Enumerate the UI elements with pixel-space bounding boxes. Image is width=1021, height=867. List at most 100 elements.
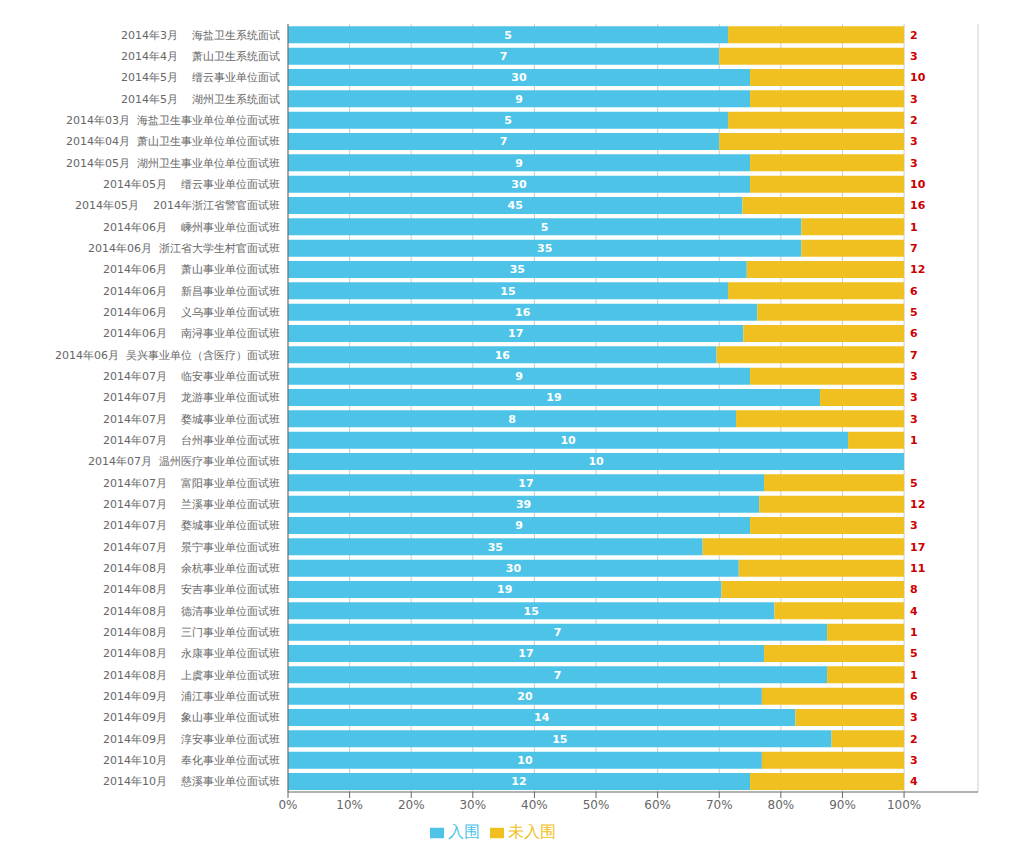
svg-text:2014年06月 吴兴事业单位（含医疗）面试班: 2014年06月 吴兴事业单位（含医疗）面试班 — [55, 349, 280, 362]
svg-text:9: 9 — [515, 157, 523, 170]
svg-text:2014年05月 2014年浙江省警官面试班: 2014年05月 2014年浙江省警官面试班 — [75, 199, 280, 212]
svg-text:3: 3 — [910, 135, 918, 148]
svg-text:2014年5月 湖州卫生系统面试: 2014年5月 湖州卫生系统面试 — [121, 93, 280, 106]
svg-text:19: 19 — [546, 391, 561, 404]
svg-text:2014年4月 萧山卫生系统面试: 2014年4月 萧山卫生系统面试 — [121, 50, 280, 63]
svg-text:5: 5 — [910, 647, 918, 660]
svg-text:2014年06月 义乌事业单位面试班: 2014年06月 义乌事业单位面试班 — [103, 306, 280, 319]
svg-text:2014年07月 龙游事业单位面试班: 2014年07月 龙游事业单位面试班 — [103, 391, 280, 404]
svg-text:2014年07月 婺城事业单位面试班: 2014年07月 婺城事业单位面试班 — [103, 413, 280, 426]
svg-text:30%: 30% — [459, 798, 486, 812]
svg-text:30: 30 — [506, 562, 522, 575]
svg-text:2014年07月 温州医疗事业单位面试班: 2014年07月 温州医疗事业单位面试班 — [88, 455, 280, 468]
svg-text:1: 1 — [910, 626, 918, 639]
svg-text:2014年07月 景宁事业单位面试班: 2014年07月 景宁事业单位面试班 — [103, 541, 280, 554]
svg-text:2014年09月 淳安事业单位面试班: 2014年09月 淳安事业单位面试班 — [103, 733, 280, 746]
svg-text:4: 4 — [910, 605, 918, 618]
svg-text:5: 5 — [541, 221, 549, 234]
svg-text:10: 10 — [588, 455, 604, 468]
svg-text:6: 6 — [910, 327, 918, 340]
svg-text:10: 10 — [517, 754, 533, 767]
svg-text:1: 1 — [910, 434, 918, 447]
svg-text:60%: 60% — [644, 798, 671, 812]
svg-text:11: 11 — [910, 562, 925, 575]
svg-text:9: 9 — [515, 370, 523, 383]
svg-text:2014年05月 湖州卫生事业单位单位面试班: 2014年05月 湖州卫生事业单位单位面试班 — [66, 157, 280, 170]
svg-text:2014年06月 萧山事业单位面试班: 2014年06月 萧山事业单位面试班 — [103, 263, 280, 276]
svg-text:2014年08月 上虞事业单位面试班: 2014年08月 上虞事业单位面试班 — [103, 669, 280, 682]
svg-text:2014年08月 永康事业单位面试班: 2014年08月 永康事业单位面试班 — [103, 647, 280, 660]
svg-text:5: 5 — [910, 477, 918, 490]
svg-text:2014年08月 余杭事业单位面试班: 2014年08月 余杭事业单位面试班 — [103, 562, 280, 575]
svg-text:7: 7 — [910, 349, 918, 362]
svg-text:20%: 20% — [398, 798, 425, 812]
svg-text:7: 7 — [554, 626, 562, 639]
svg-text:2014年3月 海盐卫生系统面试: 2014年3月 海盐卫生系统面试 — [121, 29, 280, 42]
svg-text:15: 15 — [500, 285, 515, 298]
svg-text:2014年06月 南浔事业单位面试班: 2014年06月 南浔事业单位面试班 — [103, 327, 280, 340]
svg-text:35: 35 — [488, 541, 503, 554]
svg-text:3: 3 — [910, 711, 918, 724]
svg-text:39: 39 — [516, 498, 531, 511]
svg-text:2014年03月 海盐卫生事业单位单位面试班: 2014年03月 海盐卫生事业单位单位面试班 — [66, 114, 280, 127]
svg-text:9: 9 — [515, 519, 523, 532]
svg-text:2014年07月 兰溪事业单位面试班: 2014年07月 兰溪事业单位面试班 — [103, 498, 280, 511]
svg-text:10: 10 — [910, 71, 926, 84]
svg-text:80%: 80% — [768, 798, 795, 812]
svg-text:35: 35 — [510, 263, 525, 276]
svg-text:16: 16 — [495, 349, 511, 362]
svg-text:17: 17 — [518, 647, 533, 660]
svg-text:35: 35 — [537, 242, 552, 255]
svg-text:2014年06月 新昌事业单位面试班: 2014年06月 新昌事业单位面试班 — [103, 285, 280, 298]
svg-text:20: 20 — [517, 690, 533, 703]
svg-text:17: 17 — [910, 541, 925, 554]
svg-text:2014年5月 缙云事业单位面试: 2014年5月 缙云事业单位面试 — [121, 71, 280, 84]
svg-text:50%: 50% — [583, 798, 610, 812]
svg-text:2: 2 — [910, 733, 918, 746]
svg-text:7: 7 — [910, 242, 918, 255]
svg-text:7: 7 — [500, 135, 508, 148]
svg-text:3: 3 — [910, 413, 918, 426]
svg-text:17: 17 — [518, 477, 533, 490]
svg-text:30: 30 — [511, 178, 527, 191]
svg-text:2014年08月 德清事业单位面试班: 2014年08月 德清事业单位面试班 — [103, 605, 280, 618]
svg-text:19: 19 — [497, 583, 512, 596]
svg-text:3: 3 — [910, 754, 918, 767]
svg-text:30: 30 — [511, 71, 527, 84]
svg-text:90%: 90% — [829, 798, 856, 812]
svg-text:0%: 0% — [278, 798, 297, 812]
svg-text:8: 8 — [910, 583, 918, 596]
svg-text:2: 2 — [910, 114, 918, 127]
svg-text:15: 15 — [552, 733, 567, 746]
svg-text:2014年10月 奉化事业单位面试班: 2014年10月 奉化事业单位面试班 — [103, 754, 280, 767]
svg-text:3: 3 — [910, 50, 918, 63]
svg-text:1: 1 — [910, 669, 918, 682]
svg-text:3: 3 — [910, 157, 918, 170]
svg-text:2014年09月 浦江事业单位面试班: 2014年09月 浦江事业单位面试班 — [103, 690, 280, 703]
svg-text:3: 3 — [910, 519, 918, 532]
svg-text:5: 5 — [504, 29, 512, 42]
svg-text:9: 9 — [515, 93, 523, 106]
svg-text:2014年05月 缙云事业单位面试班: 2014年05月 缙云事业单位面试班 — [103, 178, 280, 191]
svg-text:3: 3 — [910, 391, 918, 404]
svg-text:6: 6 — [910, 690, 918, 703]
svg-text:2014年07月 临安事业单位面试班: 2014年07月 临安事业单位面试班 — [103, 370, 280, 383]
svg-text:2014年04月 萧山卫生事业单位单位面试班: 2014年04月 萧山卫生事业单位单位面试班 — [66, 135, 280, 148]
svg-text:2014年08月 安吉事业单位面试班: 2014年08月 安吉事业单位面试班 — [103, 583, 280, 596]
svg-text:12: 12 — [910, 263, 925, 276]
svg-text:10: 10 — [910, 178, 926, 191]
svg-text:12: 12 — [511, 775, 526, 788]
svg-text:15: 15 — [524, 605, 539, 618]
svg-text:16: 16 — [515, 306, 531, 319]
svg-text:5: 5 — [504, 114, 512, 127]
svg-text:45: 45 — [508, 199, 523, 212]
svg-text:2: 2 — [910, 29, 918, 42]
svg-text:2014年06月 嵊州事业单位面试班: 2014年06月 嵊州事业单位面试班 — [103, 221, 280, 234]
svg-text:17: 17 — [508, 327, 523, 340]
svg-text:70%: 70% — [706, 798, 733, 812]
svg-text:2014年06月 浙江省大学生村官面试班: 2014年06月 浙江省大学生村官面试班 — [88, 242, 280, 255]
svg-text:3: 3 — [910, 93, 918, 106]
svg-text:2014年08月 三门事业单位面试班: 2014年08月 三门事业单位面试班 — [103, 626, 280, 639]
svg-text:10: 10 — [560, 434, 576, 447]
svg-text:5: 5 — [910, 306, 918, 319]
